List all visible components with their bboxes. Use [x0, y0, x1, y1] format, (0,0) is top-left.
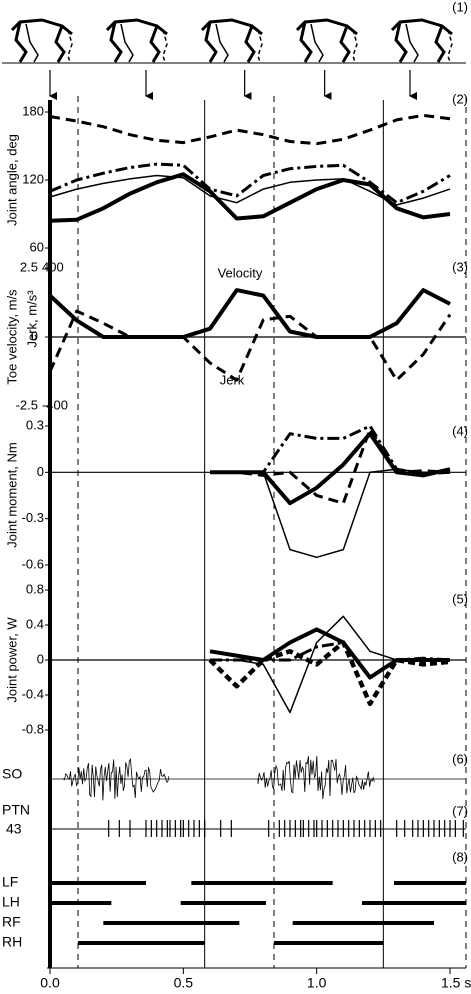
x-tick-label: 1.5 s [441, 975, 471, 991]
stick-figure [244, 25, 256, 63]
stick-figure [257, 29, 263, 63]
y-tick-label: -0.8 [22, 721, 44, 736]
y2-tick-label: -400 [42, 397, 68, 412]
y-axis-label: Joint power, W [4, 617, 19, 703]
trace-id: 43 [6, 821, 22, 837]
x-tick-label: 1.0 [307, 975, 327, 991]
stick-figure [295, 18, 358, 36]
y-axis-label: Joint moment, Nm [4, 442, 19, 547]
stick-figure [394, 21, 408, 63]
trace-name: PTN [2, 802, 30, 818]
y-tick-label: 0 [37, 651, 44, 666]
stick-figure [67, 29, 73, 63]
x-tick-label: 0.5 [174, 975, 194, 991]
annotation: Velocity [218, 265, 263, 280]
stick-figure [54, 25, 66, 63]
y-tick-label: 0.4 [26, 616, 44, 631]
y2-tick-label: 400 [42, 259, 64, 274]
y-tick-label: 180 [22, 103, 44, 118]
y-axis-label: Toe velocity, m/s [4, 289, 19, 385]
stick-figure [310, 23, 324, 63]
stick-figure [149, 25, 161, 63]
y-tick-label: 2.5 [20, 259, 38, 274]
curve [49, 162, 451, 205]
curve [210, 641, 451, 679]
y2-axis-label: Jerk, m/s³ [24, 290, 39, 348]
stick-figure [10, 18, 73, 36]
stick-figure [352, 29, 358, 63]
stick-figure [447, 29, 453, 63]
panel-label: (6) [452, 751, 468, 766]
panel-label: (4) [452, 423, 468, 438]
stick-figure [200, 18, 263, 36]
leg-name: RF [2, 914, 21, 930]
stick-figure [162, 29, 168, 63]
panel-label: (5) [452, 591, 468, 606]
y-tick-label: -0.3 [22, 510, 44, 525]
x-tick-label: 0.0 [40, 975, 60, 991]
y-tick-label: 0 [37, 464, 44, 479]
emg-burst [257, 755, 375, 799]
y-tick-label: 0 [31, 328, 38, 343]
emg-burst [62, 758, 170, 801]
y-tick-label: 0.8 [26, 581, 44, 596]
panel-label: (1) [452, 0, 468, 14]
curve [49, 113, 451, 146]
stick-figure [204, 21, 218, 63]
panel-label: (8) [452, 849, 468, 864]
curve [49, 172, 451, 223]
trace-name: SO [2, 766, 22, 782]
stick-figure [14, 21, 28, 63]
annotation: Jerk [220, 372, 245, 387]
y-axis-label: Joint angle, deg [4, 134, 19, 226]
leg-name: RH [2, 934, 22, 950]
stick-figure [25, 23, 39, 63]
y-tick-label: -0.6 [22, 556, 44, 571]
y-tick-label: 0.3 [26, 417, 44, 432]
leg-name: LH [2, 894, 20, 910]
curve [210, 468, 450, 559]
stick-figure [405, 23, 419, 63]
curve [48, 309, 452, 382]
panel-label: (7) [452, 803, 468, 818]
curve [210, 424, 451, 476]
curve [208, 640, 451, 707]
curve [48, 288, 451, 339]
panel-label: (3) [452, 259, 468, 274]
stick-figure [339, 25, 351, 63]
stick-figure [434, 25, 446, 63]
stick-figure [120, 23, 134, 63]
curve [210, 427, 451, 505]
stick-figure [215, 23, 229, 63]
stick-figure [390, 18, 453, 36]
curve [210, 431, 451, 506]
stick-figure [299, 21, 313, 63]
y-tick-label: -2.5 [16, 397, 38, 412]
leg-name: LF [2, 874, 18, 890]
y-tick-label: 60 [30, 239, 44, 254]
y-tick-label: -0.4 [22, 686, 44, 701]
panel-label: (2) [452, 91, 468, 106]
stick-figure [105, 18, 168, 36]
y-tick-label: 120 [22, 171, 44, 186]
stick-figure [109, 21, 123, 63]
